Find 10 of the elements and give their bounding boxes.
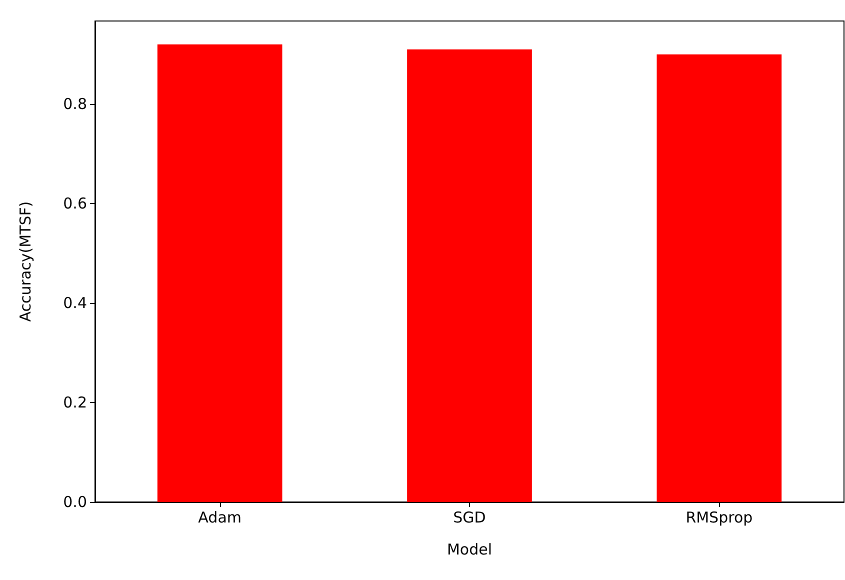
y-tick-label: 0.8	[63, 95, 87, 114]
y-axis-title: Accuracy(MTSF)	[16, 201, 34, 322]
x-tick-label: RMSprop	[686, 508, 753, 526]
x-tick-label: SGD	[453, 508, 486, 526]
y-tick-label: 0.0	[63, 493, 87, 511]
y-tick-label: 0.2	[63, 394, 87, 412]
x-tick-label: Adam	[198, 508, 242, 526]
y-tick-label: 0.6	[63, 194, 87, 213]
y-tick-label: 0.4	[63, 294, 87, 312]
x-axis-title: Model	[446, 540, 492, 558]
